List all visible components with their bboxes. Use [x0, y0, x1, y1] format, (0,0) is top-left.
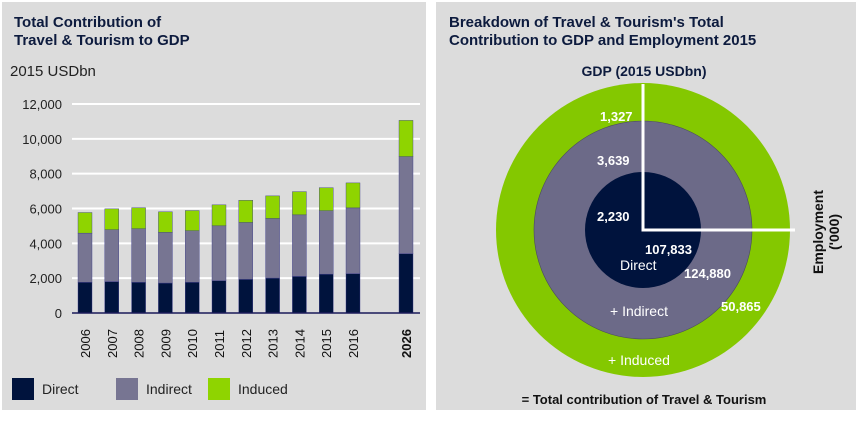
legend-swatch [208, 378, 230, 400]
x-tick-label: 2011 [212, 330, 227, 358]
bar-induced-2015 [319, 187, 334, 211]
y-tick-label: 8,000 [29, 167, 62, 182]
bar-induced-2016 [345, 182, 361, 209]
y-tick-label: 10,000 [22, 132, 62, 147]
gdp-axis-label: GDP (2015 USDbn) [582, 63, 707, 79]
y-axis-unit: 2015 USDbn [10, 63, 96, 80]
gdp-induced-value: 1,327 [600, 109, 633, 124]
x-tick-label: 2026 [399, 329, 414, 358]
legend-swatch [116, 378, 138, 400]
bar-induced-2012 [238, 200, 254, 223]
x-tick-label: 2007 [105, 329, 120, 358]
bar-induced-2026 [398, 120, 414, 157]
legend-label: Indirect [146, 381, 192, 397]
bar-induced-2009 [158, 211, 173, 233]
y-tick-label: 4,000 [29, 236, 62, 251]
bar-induced-2006 [77, 212, 93, 234]
x-tick-label: 2016 [346, 329, 361, 358]
employment-label-line-2: ('000) [826, 214, 842, 250]
bar-induced-2007 [104, 208, 120, 230]
y-tick-label: 12,000 [22, 97, 62, 112]
legend-label: Direct [42, 381, 79, 397]
bar-induced-2014 [292, 191, 307, 216]
induced-label: + Induced [608, 352, 670, 368]
divider-lines [641, 84, 795, 232]
indirect-label: + Indirect [610, 303, 668, 319]
bar-title-line-2: Travel & Tourism to GDP [14, 32, 190, 49]
y-tick-label: 2,000 [29, 271, 62, 286]
employment-direct-value: 107,833 [645, 242, 692, 257]
bar-chart-svg: 0 2,000 4,000 6,000 8,000 10,000 12,000 2006 200… [22, 97, 420, 358]
donut-title: Breakdown of Travel & Tourism's Total Co… [449, 14, 756, 50]
bar-chart-title: Total Contribution of Travel & Tourism t… [14, 14, 190, 50]
gdp-indirect-value: 3,639 [597, 153, 630, 168]
donut-footer: = Total contribution of Travel & Tourism [522, 392, 767, 407]
employment-induced-value: 50,865 [721, 299, 761, 314]
direct-label: Direct [620, 257, 657, 273]
bar-induced-2008 [131, 207, 146, 229]
legend-label: Induced [238, 381, 288, 397]
x-tick-label: 2009 [158, 329, 173, 358]
employment-label-line-1: Employment [810, 190, 826, 274]
legend-indirect: Indirect [116, 378, 192, 400]
gdp-direct-value: 2,230 [597, 209, 630, 224]
x-tick-label: 2010 [185, 329, 200, 358]
x-tick-label: 2013 [266, 329, 281, 358]
donut-title-line-1: Breakdown of Travel & Tourism's Total [449, 14, 724, 31]
donut-title-line-2: Contribution to GDP and Employment 2015 [449, 32, 757, 49]
bar-induced-2010 [184, 210, 200, 231]
x-tick-label: 2014 [292, 329, 307, 358]
bar-title-line-1: Total Contribution of [14, 14, 162, 31]
x-tick-label: 2012 [239, 329, 254, 358]
x-tick-label: 2006 [78, 329, 93, 358]
x-tick-label: 2008 [132, 329, 147, 358]
y-tick-label: 0 [55, 306, 62, 321]
legend-swatch [12, 378, 34, 400]
y-tick-label: 6,000 [29, 202, 62, 217]
x-tick-label: 2015 [319, 329, 334, 358]
bar-induced-2011 [211, 204, 227, 227]
bar-induced-2013 [265, 195, 280, 219]
legend-induced: Induced [208, 378, 288, 400]
legend-direct: Direct [12, 378, 79, 400]
employment-indirect-value: 124,880 [684, 266, 731, 281]
